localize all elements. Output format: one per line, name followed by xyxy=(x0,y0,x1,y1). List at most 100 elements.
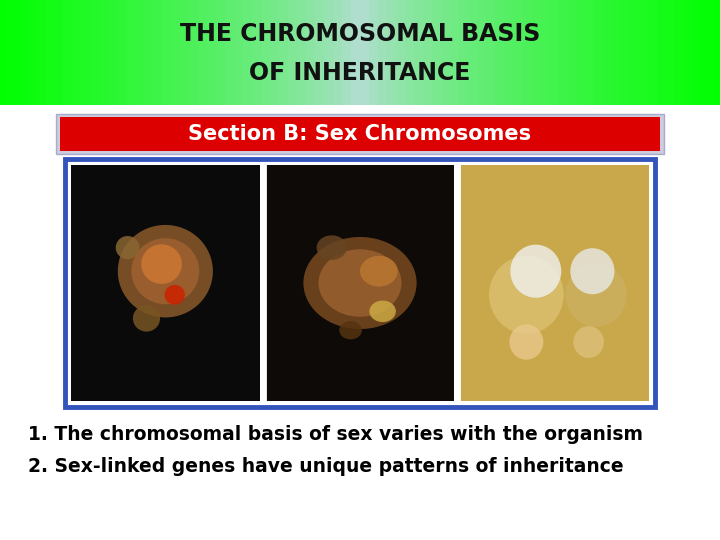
Bar xyxy=(702,0,711,105)
Bar xyxy=(549,0,558,105)
Bar xyxy=(495,0,504,105)
Bar xyxy=(153,0,162,105)
Bar xyxy=(540,0,549,105)
Text: 1. The chromosomal basis of sex varies with the organism: 1. The chromosomal basis of sex varies w… xyxy=(28,426,643,444)
Bar xyxy=(225,0,234,105)
Bar xyxy=(45,0,54,105)
Bar xyxy=(693,0,702,105)
Ellipse shape xyxy=(131,238,199,304)
Bar xyxy=(576,0,585,105)
Bar xyxy=(639,0,648,105)
Bar xyxy=(162,0,171,105)
Bar xyxy=(333,0,342,105)
Bar xyxy=(360,0,369,105)
Bar xyxy=(266,165,454,401)
Bar xyxy=(65,159,655,407)
Bar xyxy=(369,0,378,105)
Bar xyxy=(288,0,297,105)
Bar xyxy=(234,0,243,105)
Bar xyxy=(657,0,666,105)
Bar xyxy=(72,0,81,105)
Bar xyxy=(306,0,315,105)
Bar xyxy=(135,0,144,105)
Bar xyxy=(126,0,135,105)
Bar xyxy=(207,0,216,105)
Bar xyxy=(594,0,603,105)
Ellipse shape xyxy=(133,305,160,332)
Bar xyxy=(71,165,260,401)
Bar xyxy=(261,0,270,105)
Bar xyxy=(666,0,675,105)
Bar xyxy=(243,0,252,105)
Bar xyxy=(54,0,63,105)
Bar xyxy=(9,0,18,105)
Ellipse shape xyxy=(118,225,213,318)
Text: OF INHERITANCE: OF INHERITANCE xyxy=(249,62,471,85)
Bar xyxy=(198,0,207,105)
Bar xyxy=(396,0,405,105)
Bar xyxy=(504,0,513,105)
Bar xyxy=(99,0,108,105)
Ellipse shape xyxy=(317,235,347,260)
Bar xyxy=(36,0,45,105)
Bar xyxy=(63,0,72,105)
Bar xyxy=(441,0,450,105)
Bar xyxy=(189,0,198,105)
Bar xyxy=(387,0,396,105)
Bar xyxy=(81,0,90,105)
Bar xyxy=(144,0,153,105)
Bar xyxy=(450,0,459,105)
Text: 2. Sex-linked genes have unique patterns of inheritance: 2. Sex-linked genes have unique patterns… xyxy=(28,457,624,476)
Bar xyxy=(56,114,664,154)
Ellipse shape xyxy=(360,256,397,287)
Bar xyxy=(405,0,414,105)
Bar xyxy=(297,0,306,105)
Bar xyxy=(60,117,660,151)
Text: THE CHROMOSOMAL BASIS: THE CHROMOSOMAL BASIS xyxy=(180,22,540,45)
Bar xyxy=(423,0,432,105)
Ellipse shape xyxy=(369,301,396,322)
Ellipse shape xyxy=(141,244,182,284)
Ellipse shape xyxy=(165,285,185,305)
Bar xyxy=(630,0,639,105)
Bar xyxy=(351,0,360,105)
Ellipse shape xyxy=(318,249,402,317)
Ellipse shape xyxy=(566,263,626,327)
Bar xyxy=(432,0,441,105)
Ellipse shape xyxy=(489,256,564,334)
Bar xyxy=(342,0,351,105)
Bar xyxy=(675,0,684,105)
Bar xyxy=(0,105,720,540)
Bar xyxy=(414,0,423,105)
Bar xyxy=(477,0,486,105)
Bar xyxy=(216,0,225,105)
Bar xyxy=(0,0,9,105)
Ellipse shape xyxy=(303,237,417,329)
Bar xyxy=(315,0,324,105)
Bar xyxy=(378,0,387,105)
Bar xyxy=(603,0,612,105)
Ellipse shape xyxy=(510,245,562,298)
Bar xyxy=(270,0,279,105)
Bar xyxy=(684,0,693,105)
Bar xyxy=(585,0,594,105)
Ellipse shape xyxy=(573,326,604,358)
Ellipse shape xyxy=(339,321,362,340)
Bar xyxy=(90,0,99,105)
Bar xyxy=(180,0,189,105)
Bar xyxy=(531,0,540,105)
Bar xyxy=(513,0,522,105)
Ellipse shape xyxy=(116,236,140,259)
Bar xyxy=(324,0,333,105)
Bar xyxy=(459,0,468,105)
Bar xyxy=(612,0,621,105)
Bar xyxy=(0,0,720,105)
Bar xyxy=(522,0,531,105)
Bar xyxy=(279,0,288,105)
Bar xyxy=(486,0,495,105)
Bar xyxy=(460,165,649,401)
Bar xyxy=(567,0,576,105)
Bar xyxy=(621,0,630,105)
Bar xyxy=(117,0,126,105)
Bar xyxy=(711,0,720,105)
